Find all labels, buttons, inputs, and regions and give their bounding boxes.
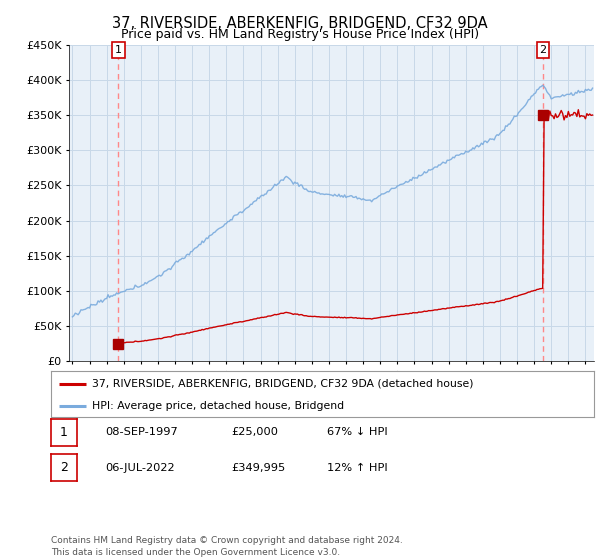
Text: 2: 2 [539, 45, 547, 55]
Text: 2: 2 [60, 461, 68, 474]
Text: 1: 1 [60, 426, 68, 439]
Text: £25,000: £25,000 [231, 427, 278, 437]
Text: Contains HM Land Registry data © Crown copyright and database right 2024.
This d: Contains HM Land Registry data © Crown c… [51, 536, 403, 557]
Text: 67% ↓ HPI: 67% ↓ HPI [327, 427, 388, 437]
Text: 37, RIVERSIDE, ABERKENFIG, BRIDGEND, CF32 9DA: 37, RIVERSIDE, ABERKENFIG, BRIDGEND, CF3… [112, 16, 488, 31]
Text: 37, RIVERSIDE, ABERKENFIG, BRIDGEND, CF32 9DA (detached house): 37, RIVERSIDE, ABERKENFIG, BRIDGEND, CF3… [92, 379, 473, 389]
Text: Price paid vs. HM Land Registry's House Price Index (HPI): Price paid vs. HM Land Registry's House … [121, 28, 479, 41]
Text: 06-JUL-2022: 06-JUL-2022 [105, 463, 175, 473]
Text: 12% ↑ HPI: 12% ↑ HPI [327, 463, 388, 473]
Text: 08-SEP-1997: 08-SEP-1997 [105, 427, 178, 437]
Text: 1: 1 [115, 45, 122, 55]
Text: £349,995: £349,995 [231, 463, 285, 473]
Text: HPI: Average price, detached house, Bridgend: HPI: Average price, detached house, Brid… [92, 401, 344, 410]
